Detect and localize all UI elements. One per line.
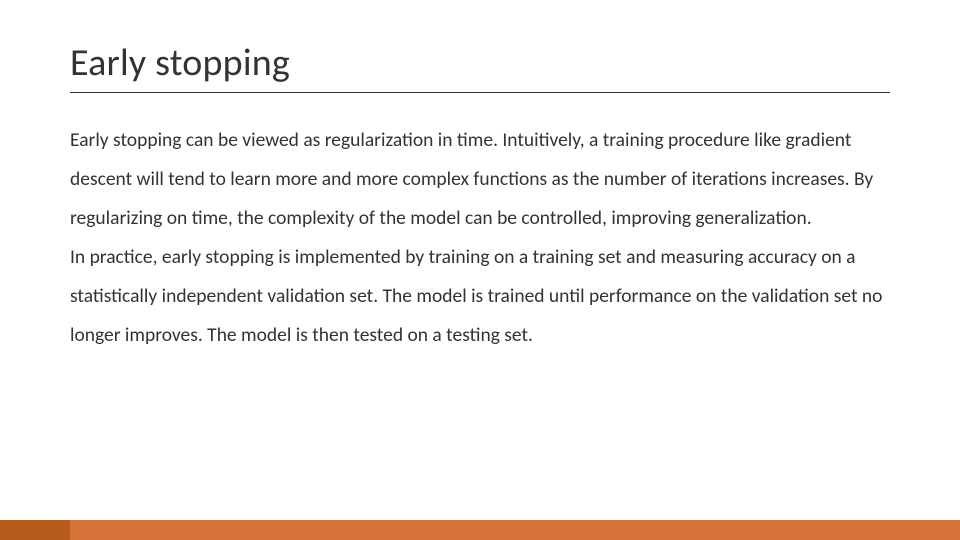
slide-body: Early stopping can be viewed as regulari… bbox=[70, 121, 890, 355]
slide-container: Early stopping Early stopping can be vie… bbox=[0, 0, 960, 540]
footer-accent-left bbox=[0, 520, 70, 540]
slide-title: Early stopping bbox=[70, 40, 890, 93]
footer-accent-band bbox=[0, 520, 960, 540]
footer-accent-right bbox=[70, 520, 960, 540]
body-paragraph-1: Early stopping can be viewed as regulari… bbox=[70, 121, 890, 238]
body-paragraph-2: In practice, early stopping is implement… bbox=[70, 238, 890, 355]
